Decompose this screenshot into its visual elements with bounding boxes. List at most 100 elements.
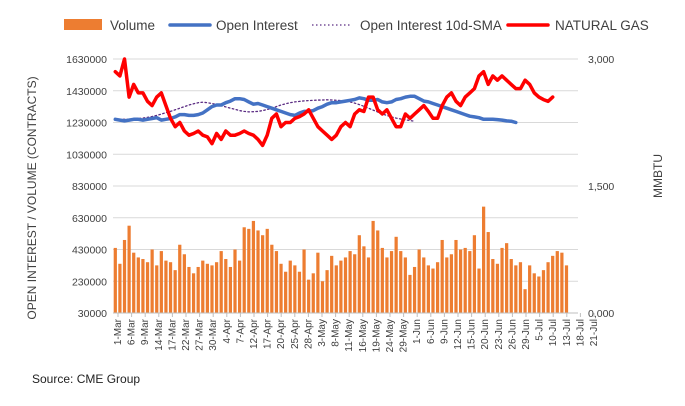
y-axis-title: OPEN INTEREST / VOLUME (CONTRACTS) <box>25 76 39 319</box>
x-tick-label: 13-Jul <box>562 319 573 346</box>
volume-bar <box>274 251 279 313</box>
volume-bar <box>366 257 371 313</box>
volume-bar <box>523 289 527 313</box>
x-tick-label: 29-Jun <box>521 319 532 350</box>
x-tick-label: 9-Mar <box>140 318 151 345</box>
volume-bar <box>380 247 384 313</box>
volume-bar <box>348 251 352 313</box>
sma-line <box>114 99 416 122</box>
volume-bar <box>150 249 154 313</box>
volume-bar <box>316 252 320 313</box>
volume-bar <box>191 273 196 313</box>
y-tick-label: 1230000 <box>66 118 107 130</box>
y-tick-label: 230000 <box>72 276 107 288</box>
volume-bar <box>376 230 380 313</box>
volume-bar <box>311 273 315 313</box>
x-tick-label: 28-Apr <box>303 318 314 349</box>
x-tick-label: 11-May <box>344 319 355 352</box>
x-tick-label: 12-Jun <box>453 319 464 350</box>
volume-bar <box>357 235 361 313</box>
volume-bar <box>477 268 481 313</box>
y-tick-label: 30000 <box>78 308 107 320</box>
x-tick-label: 17-Apr <box>263 318 274 349</box>
x-tick-label: 14-Mar <box>154 318 165 350</box>
x-tick-label: 15-Jun <box>467 319 478 350</box>
volume-bar <box>454 239 458 313</box>
x-tick-label: 12-Apr <box>249 318 260 349</box>
x-tick-label: 8-May <box>331 319 342 347</box>
volume-bar <box>136 257 140 313</box>
volume-bar <box>472 235 477 313</box>
open-interest-line <box>113 94 518 125</box>
y-tick-label: 430000 <box>72 245 107 257</box>
volume-bar <box>182 254 186 313</box>
y2-tick-label: 0,000 <box>588 308 614 320</box>
x-tick-label: 1-Jun <box>412 319 423 344</box>
source-note: Source: CME Group <box>32 372 141 386</box>
volume-bar <box>417 249 421 313</box>
volume-bar <box>168 262 173 313</box>
y2-axis-title: MMBTU <box>651 154 665 198</box>
volume-bar <box>237 260 242 313</box>
y2-tick-label: 1,500 <box>588 181 614 193</box>
volume-bar <box>509 259 513 313</box>
volume-bar <box>431 268 435 313</box>
volume-bar <box>330 255 334 313</box>
volume-bar <box>495 263 500 313</box>
volume-bar <box>505 243 509 313</box>
volume-bar <box>394 236 398 313</box>
volume-bar <box>307 279 311 313</box>
x-tick-label: 1-Mar <box>113 318 124 345</box>
volume-bar <box>132 252 136 313</box>
x-tick-label: 6-Jun <box>426 319 437 344</box>
volume-bar <box>113 247 117 313</box>
x-tick-label: 26-Jun <box>507 319 518 350</box>
volume-bar <box>440 239 444 313</box>
x-tick-label: 16-May <box>358 319 369 352</box>
volume-bar <box>343 257 348 313</box>
volume-bar <box>518 262 523 313</box>
volume-bar <box>201 260 205 313</box>
volume-bar <box>145 262 150 313</box>
volume-bar <box>173 270 177 313</box>
volume-bar <box>205 263 209 313</box>
x-tick-label: 22-Mar <box>181 318 192 350</box>
x-tick-label: 23-Jun <box>494 319 505 350</box>
x-tick-label: 25-Apr <box>290 318 301 349</box>
volume-bar <box>408 274 412 313</box>
volume-bar <box>371 220 375 313</box>
volume-bar <box>546 262 550 313</box>
x-tick-label: 5-Jul <box>535 319 546 341</box>
volume-bar <box>127 225 131 313</box>
volume-bar <box>233 249 237 313</box>
x-tick-label: 10-Jul <box>548 319 559 346</box>
x-tick-label: 18-Jul <box>575 319 586 346</box>
y-tick-label: 1430000 <box>66 86 107 98</box>
volume-bar <box>564 265 569 313</box>
volume-bar <box>560 252 564 313</box>
x-tick-label: 17-Mar <box>167 318 178 350</box>
volume-bar <box>178 244 182 313</box>
volume-bar <box>210 265 214 313</box>
y-tick-label: 1630000 <box>66 54 107 66</box>
volume-bar <box>500 247 504 313</box>
x-tick-label: 19-May <box>371 319 382 352</box>
legend-swatch-volume <box>64 19 102 30</box>
x-tick-label: 24-May <box>385 319 396 352</box>
y-tick-label: 1030000 <box>66 149 107 161</box>
volume-bar <box>532 273 536 313</box>
volume-bar <box>155 265 159 313</box>
volume-bar <box>261 235 265 313</box>
volume-bar <box>412 266 417 313</box>
legend-label: NATURAL GAS <box>555 18 649 33</box>
x-tick-label: 20-Jun <box>480 319 491 350</box>
x-tick-label: 6-Mar <box>127 318 138 345</box>
volume-bar <box>362 246 366 313</box>
volume-bar <box>270 244 274 313</box>
x-tick-label: 27-Mar <box>195 318 206 350</box>
x-tick-label: 3-May <box>317 319 328 347</box>
volume-bar <box>219 251 223 313</box>
volume-bar <box>297 271 302 313</box>
volume-bar <box>449 254 454 313</box>
